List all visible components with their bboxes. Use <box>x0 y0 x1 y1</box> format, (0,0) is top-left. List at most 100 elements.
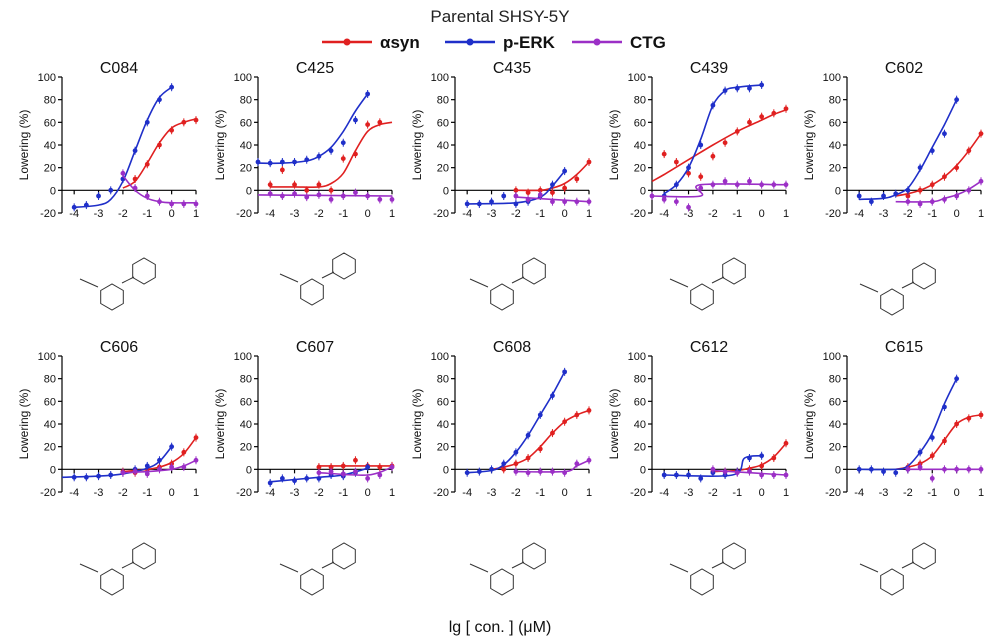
data-point-ctg <box>562 470 568 476</box>
y-tick-label: 60 <box>44 117 56 129</box>
panel-title: C435 <box>493 60 531 77</box>
y-tick-label: 20 <box>240 442 252 454</box>
x-tick-label: 0 <box>954 208 960 220</box>
data-point-perk <box>929 435 935 440</box>
data-point-ctg <box>279 193 285 199</box>
y-tick-label: 20 <box>634 442 646 454</box>
data-point-perk <box>710 102 716 108</box>
structure-C439 <box>669 257 746 311</box>
y-tick-label: 100 <box>823 351 841 363</box>
x-tick-label: -4 <box>854 487 864 499</box>
data-point-ctg <box>929 476 935 481</box>
y-tick-label: -20 <box>236 487 252 499</box>
y-tick-label: 60 <box>240 396 252 408</box>
y-tick-label: 100 <box>431 72 449 84</box>
data-point-ctg <box>365 476 371 481</box>
data-point-ctg <box>574 461 580 467</box>
data-point-perk <box>340 140 346 146</box>
panel-title: C084 <box>100 60 138 77</box>
y-tick-label: -20 <box>630 208 646 220</box>
panel-C602: C602 -20 0 20 40 60 80 100 Lowering (%) -4 -3 -2 -1 0… <box>802 60 984 220</box>
bond <box>859 283 879 293</box>
bond <box>859 563 879 573</box>
data-point-ctg <box>747 178 752 184</box>
data-point-asyn <box>316 182 322 188</box>
data-point-perk <box>698 476 704 481</box>
x-tick-label: -4 <box>69 208 79 220</box>
y-tick-label: 40 <box>634 140 646 152</box>
panel-title: C602 <box>885 60 923 77</box>
data-point-perk <box>157 97 162 103</box>
data-point-perk <box>353 117 358 123</box>
data-point-perk <box>157 457 162 463</box>
x-tick-label: 0 <box>759 487 765 499</box>
y-tick-label: 100 <box>234 72 252 84</box>
data-point-ctg <box>389 197 395 202</box>
data-point-perk <box>954 376 960 382</box>
data-point-ctg <box>734 182 740 188</box>
data-point-ctg <box>586 199 592 205</box>
y-tick-label: 20 <box>829 163 841 175</box>
data-point-ctg <box>722 178 728 184</box>
x-tick-label: -2 <box>314 208 324 220</box>
y-tick-label: 40 <box>437 419 449 431</box>
x-tick-label: 1 <box>783 208 789 220</box>
data-point-ctg <box>513 193 519 199</box>
data-point-perk <box>267 160 273 166</box>
y-tick-label: 60 <box>437 117 449 129</box>
bond <box>469 278 489 288</box>
y-tick-label: 0 <box>835 464 841 476</box>
data-point-ctg <box>316 470 322 476</box>
y-tick-label: 60 <box>829 396 841 408</box>
data-point-ctg <box>340 193 346 199</box>
data-point-perk <box>881 193 886 199</box>
x-tick-label: -2 <box>903 487 913 499</box>
data-point-ctg <box>722 469 728 474</box>
data-point-perk <box>661 472 667 478</box>
data-point-perk <box>476 201 482 207</box>
y-tick-label: 20 <box>437 442 449 454</box>
benzene-ring <box>722 542 746 570</box>
data-point-asyn <box>586 159 592 165</box>
data-point-asyn <box>340 156 346 162</box>
data-point-perk <box>108 472 114 478</box>
data-point-asyn <box>132 176 138 182</box>
data-point-ctg <box>966 466 972 472</box>
data-point-perk <box>71 474 77 480</box>
data-point-ctg <box>389 464 395 470</box>
x-tick-label: -1 <box>338 487 348 499</box>
data-point-ctg <box>157 466 162 472</box>
data-point-ctg <box>562 199 568 205</box>
fit-curve-ctg <box>651 183 787 198</box>
x-tick-label: -4 <box>659 487 669 499</box>
data-point-asyn <box>771 110 777 116</box>
data-point-ctg <box>181 464 187 470</box>
data-point-ctg <box>978 178 984 184</box>
data-point-asyn <box>562 185 568 191</box>
y-tick-label: -20 <box>236 208 252 220</box>
y-tick-label: 80 <box>44 374 56 386</box>
y-tick-label: 0 <box>443 464 449 476</box>
structure-C608 <box>469 542 546 596</box>
panel-title: C439 <box>690 60 728 77</box>
bond <box>79 278 99 288</box>
y-tick-label: 0 <box>246 464 252 476</box>
y-tick-label: 80 <box>634 95 646 107</box>
x-tick-label: 1 <box>389 487 395 499</box>
structure-C084 <box>79 257 156 311</box>
data-point-ctg <box>686 204 691 210</box>
benzene-ring <box>690 283 714 311</box>
data-point-perk <box>525 432 531 438</box>
panel-title: C607 <box>296 339 334 356</box>
y-tick-label: 100 <box>38 351 56 363</box>
structure-C425 <box>279 252 356 306</box>
y-axis-label: Lowering (%) <box>607 110 621 181</box>
bond <box>711 276 725 284</box>
fit-curve-perk <box>664 454 762 478</box>
y-tick-label: 20 <box>634 163 646 175</box>
legend-asyn-marker <box>343 38 351 46</box>
data-point-ctg <box>193 201 199 207</box>
benzene-ring <box>880 568 904 596</box>
data-point-perk <box>562 168 568 174</box>
data-point-perk <box>893 191 899 197</box>
